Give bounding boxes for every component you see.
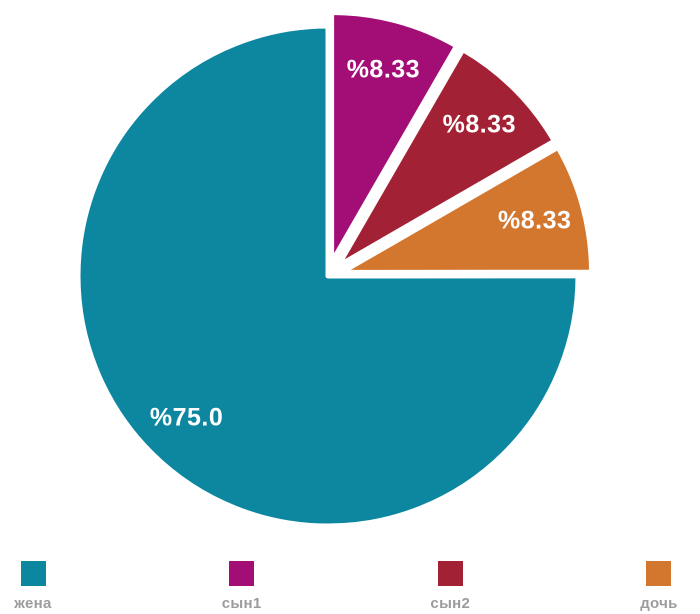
legend-label-дочь: дочь bbox=[640, 595, 678, 612]
pie-slice-сын2 bbox=[335, 47, 557, 269]
legend-swatch-сын1 bbox=[229, 561, 255, 586]
legend-swatch-дочь bbox=[646, 561, 672, 586]
pie-chart-svg: %8.33 %8.33 %8.33 %75.0 bbox=[75, 9, 595, 529]
legend-item-сын1: сын1 bbox=[217, 561, 267, 612]
legend-label-сын1: сын1 bbox=[221, 595, 262, 612]
legend-label-сын2: сын2 bbox=[430, 595, 471, 612]
slice-label-сын2: %8.33 bbox=[443, 111, 516, 139]
pie-slice-жена bbox=[75, 23, 581, 529]
slice-label-сын1: %8.33 bbox=[347, 55, 420, 83]
slice-label-дочь: %8.33 bbox=[498, 207, 571, 235]
legend-swatch-сын2 bbox=[437, 561, 463, 586]
chart-legend: жена сын1 сын2 дочь bbox=[0, 561, 700, 612]
pie-slice-дочь bbox=[339, 144, 595, 275]
pie-slice-сын1 bbox=[329, 9, 460, 265]
legend-label-жена: жена bbox=[14, 595, 52, 612]
legend-swatch-жена bbox=[20, 561, 46, 586]
legend-item-жена: жена bbox=[8, 561, 58, 612]
legend-item-сын2: сын2 bbox=[425, 561, 475, 612]
slice-label-жена: %75.0 bbox=[150, 404, 223, 432]
legend-item-дочь: дочь bbox=[634, 561, 684, 612]
